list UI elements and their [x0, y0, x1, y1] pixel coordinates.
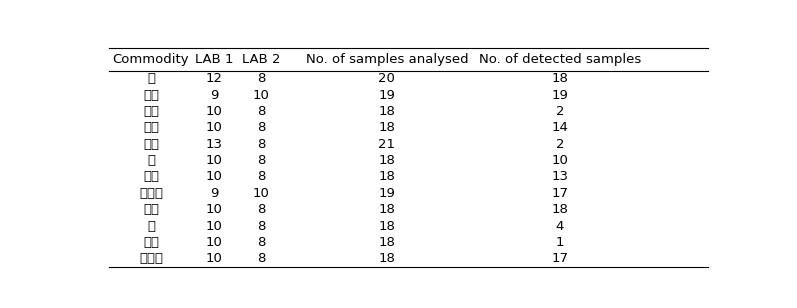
Text: 8: 8: [257, 203, 265, 216]
Text: LAB 1: LAB 1: [194, 53, 234, 66]
Text: 감자: 감자: [143, 105, 159, 118]
Text: 대두: 대두: [143, 138, 159, 151]
Text: 10: 10: [206, 170, 222, 184]
Text: 8: 8: [257, 236, 265, 249]
Text: 4: 4: [556, 220, 564, 233]
Text: LAB 2: LAB 2: [242, 53, 281, 66]
Text: 10: 10: [253, 187, 270, 200]
Text: 2: 2: [556, 138, 564, 151]
Text: 무: 무: [147, 154, 155, 167]
Text: 감: 감: [147, 72, 155, 85]
Text: 10: 10: [552, 154, 568, 167]
Text: 8: 8: [257, 121, 265, 134]
Text: 18: 18: [379, 252, 395, 265]
Text: 2: 2: [556, 105, 564, 118]
Text: 18: 18: [552, 203, 568, 216]
Text: 20: 20: [379, 72, 395, 85]
Text: 8: 8: [257, 72, 265, 85]
Text: 10: 10: [253, 89, 270, 102]
Text: 10: 10: [206, 121, 222, 134]
Text: 쌀: 쌀: [147, 220, 155, 233]
Text: 1: 1: [556, 236, 564, 249]
Text: 10: 10: [206, 252, 222, 265]
Text: 복숙아: 복숙아: [139, 187, 163, 200]
Text: 9: 9: [210, 89, 218, 102]
Text: No. of samples analysed: No. of samples analysed: [305, 53, 468, 66]
Text: 10: 10: [206, 203, 222, 216]
Text: 8: 8: [257, 138, 265, 151]
Text: 18: 18: [379, 203, 395, 216]
Text: 18: 18: [379, 105, 395, 118]
Text: 17: 17: [552, 252, 568, 265]
Text: 양파: 양파: [143, 236, 159, 249]
Text: 18: 18: [379, 154, 395, 167]
Text: No. of detected samples: No. of detected samples: [479, 53, 641, 66]
Text: 18: 18: [379, 236, 395, 249]
Text: 18: 18: [552, 72, 568, 85]
Text: 배추: 배추: [143, 170, 159, 184]
Text: 19: 19: [379, 187, 395, 200]
Text: 10: 10: [206, 220, 222, 233]
Text: 18: 18: [379, 170, 395, 184]
Text: 13: 13: [552, 170, 568, 184]
Text: 8: 8: [257, 252, 265, 265]
Text: 19: 19: [552, 89, 568, 102]
Text: 18: 18: [379, 220, 395, 233]
Text: 18: 18: [379, 121, 395, 134]
Text: 고추: 고추: [143, 121, 159, 134]
Text: 8: 8: [257, 154, 265, 167]
Text: 21: 21: [379, 138, 395, 151]
Text: 8: 8: [257, 220, 265, 233]
Text: 12: 12: [206, 72, 222, 85]
Text: 사과: 사과: [143, 203, 159, 216]
Text: 9: 9: [210, 187, 218, 200]
Text: 10: 10: [206, 236, 222, 249]
Text: 10: 10: [206, 154, 222, 167]
Text: 13: 13: [206, 138, 222, 151]
Text: 14: 14: [552, 121, 568, 134]
Text: 19: 19: [379, 89, 395, 102]
Text: 감귈: 감귈: [143, 89, 159, 102]
Text: 17: 17: [552, 187, 568, 200]
Text: 10: 10: [206, 105, 222, 118]
Text: Commodity: Commodity: [112, 53, 189, 66]
Text: 토마토: 토마토: [139, 252, 163, 265]
Text: 8: 8: [257, 105, 265, 118]
Text: 8: 8: [257, 170, 265, 184]
